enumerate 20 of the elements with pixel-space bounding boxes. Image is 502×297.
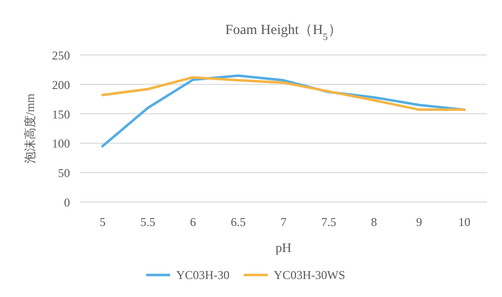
y-axis-title: 泡沫高度/mm — [23, 92, 37, 164]
x-tick-label: 7 — [280, 215, 286, 229]
x-tick-label: 7.5 — [321, 215, 336, 229]
y-tick-label: 250 — [52, 48, 70, 62]
x-tick-label: 6 — [190, 215, 196, 229]
y-tick-label: 150 — [52, 107, 70, 122]
x-tick-label: 6.5 — [230, 215, 246, 229]
x-tick-label: 10 — [458, 215, 470, 229]
x-tick-label: 9 — [416, 215, 422, 229]
x-tick-label: 5.5 — [140, 215, 156, 229]
y-tick-label: 200 — [52, 78, 70, 92]
chart-title: Foam Height（H$_{5}$） — [225, 23, 342, 42]
y-tick-label: 0 — [64, 196, 70, 210]
y-tick-label: 50 — [58, 166, 70, 180]
x-tick-label: 8 — [370, 215, 377, 229]
x-tick-label: 5 — [100, 215, 106, 229]
legend-label: YC03H-30WS — [274, 268, 346, 282]
legend-label: YC03H-30 — [176, 268, 230, 282]
x-axis-title: pH — [276, 240, 292, 255]
y-tick-label: 100 — [52, 136, 70, 151]
